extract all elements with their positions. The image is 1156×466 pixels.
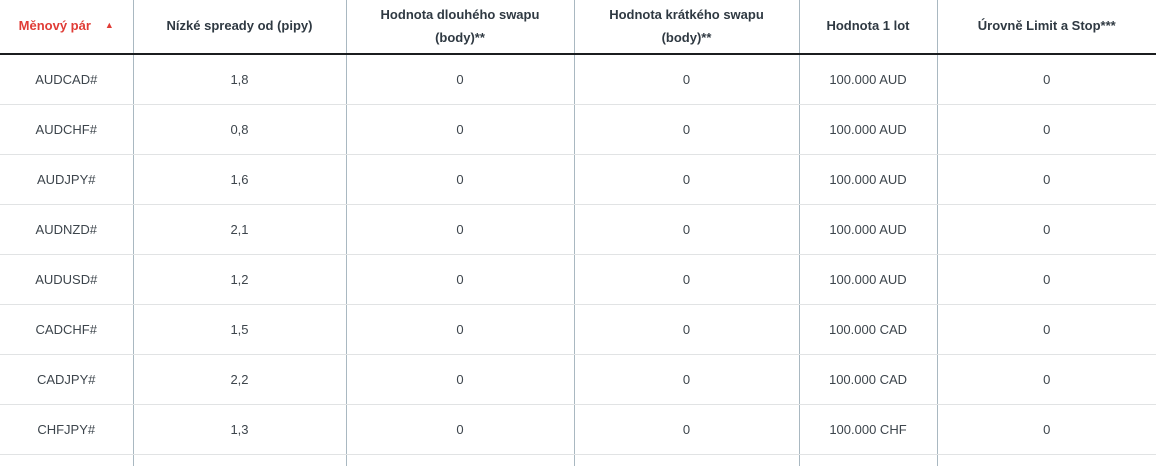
cell-limit-stop: 0 [937, 304, 1156, 355]
cell-limit-stop: 0 [937, 404, 1156, 455]
cell-short-swap: 0 [574, 54, 800, 105]
column-header-long-swap[interactable]: Hodnota dlouhého swapu (body)** [346, 0, 575, 55]
cell-lot-value: 100.000 AUD [799, 204, 938, 255]
cell-short-swap: 0 [574, 354, 800, 405]
cell-spread: 1,5 [133, 304, 347, 355]
column-header-limit-stop-label: Úrovně Limit a Stop*** [977, 18, 1116, 34]
table-row: CHFJPY# 1,3 0 0 100.000 CHF 0 [0, 404, 1156, 455]
cell-spread: 1,3 [133, 404, 347, 455]
table-row-partial [0, 454, 1156, 466]
cell-lot-value: 100.000 CAD [799, 354, 938, 405]
table-row: CADJPY# 2,2 0 0 100.000 CAD 0 [0, 354, 1156, 405]
cell-currency-pair: AUDUSD# [0, 254, 134, 305]
sort-asc-icon: ▲ [104, 20, 114, 30]
cell-currency-pair: AUDJPY# [0, 154, 134, 205]
cell-limit-stop: 0 [937, 354, 1156, 405]
table-row: AUDUSD# 1,2 0 0 100.000 AUD 0 [0, 254, 1156, 305]
cell-short-swap: 0 [574, 304, 800, 355]
cell-spread: 1,2 [133, 254, 347, 305]
column-header-spreads[interactable]: Nízké spready od (pipy) [133, 0, 347, 55]
cell-lot-value: 100.000 AUD [799, 154, 938, 205]
cell-spread: 2,2 [133, 354, 347, 405]
cell-lot-value: 100.000 AUD [799, 54, 938, 105]
cell-long-swap: 0 [346, 54, 575, 105]
cell-limit-stop: 0 [937, 254, 1156, 305]
cell-spread: 0,8 [133, 104, 347, 155]
column-header-limit-stop[interactable]: Úrovně Limit a Stop*** [937, 0, 1156, 55]
cell-limit-stop: 0 [937, 104, 1156, 155]
column-header-lot-value[interactable]: Hodnota 1 lot [799, 0, 938, 55]
column-header-lot-value-label: Hodnota 1 lot [826, 18, 910, 34]
cell-currency-pair: CADCHF# [0, 304, 134, 355]
table-row: CADCHF# 1,5 0 0 100.000 CAD 0 [0, 304, 1156, 355]
cell-currency-pair: AUDNZD# [0, 204, 134, 255]
cell-long-swap: 0 [346, 104, 575, 155]
cell-long-swap: 0 [346, 154, 575, 205]
cell-short-swap: 0 [574, 204, 800, 255]
cell-lot-value: 100.000 AUD [799, 254, 938, 305]
cell-spread: 2,1 [133, 204, 347, 255]
table-row: AUDCAD# 1,8 0 0 100.000 AUD 0 [0, 54, 1156, 105]
cell-short-swap: 0 [574, 404, 800, 455]
cell-long-swap: 0 [346, 254, 575, 305]
cell-limit-stop: 0 [937, 154, 1156, 205]
cell-long-swap: 0 [346, 304, 575, 355]
cell-long-swap: 0 [346, 204, 575, 255]
table-row: AUDNZD# 2,1 0 0 100.000 AUD 0 [0, 204, 1156, 255]
table-row: AUDCHF# 0,8 0 0 100.000 AUD 0 [0, 104, 1156, 155]
cell-short-swap: 0 [574, 104, 800, 155]
cell-currency-pair: CHFJPY# [0, 404, 134, 455]
table-header-row: Měnový pár ▲ Nízké spready od (pipy) Hod… [0, 0, 1156, 55]
cell-currency-pair: AUDCHF# [0, 104, 134, 155]
column-header-spreads-label: Nízké spready od (pipy) [166, 18, 313, 34]
cell-spread: 1,6 [133, 154, 347, 205]
table-row: AUDJPY# 1,6 0 0 100.000 AUD 0 [0, 154, 1156, 205]
cell-limit-stop: 0 [937, 54, 1156, 105]
cell-currency-pair: CADJPY# [0, 354, 134, 405]
cell-short-swap: 0 [574, 154, 800, 205]
column-header-short-swap-label: Hodnota krátkého swapu (body)** [609, 6, 764, 45]
cell-short-swap: 0 [574, 254, 800, 305]
cell-long-swap: 0 [346, 354, 575, 405]
cell-lot-value: 100.000 AUD [799, 104, 938, 155]
cell-lot-value: 100.000 CAD [799, 304, 938, 355]
column-header-currency-pair-label: Měnový pár [18, 18, 91, 34]
column-header-long-swap-label: Hodnota dlouhého swapu (body)** [380, 6, 540, 45]
cell-currency-pair: AUDCAD# [0, 54, 134, 105]
cell-spread: 1,8 [133, 54, 347, 105]
cell-long-swap: 0 [346, 404, 575, 455]
cell-lot-value: 100.000 CHF [799, 404, 938, 455]
column-header-currency-pair[interactable]: Měnový pár ▲ [0, 0, 134, 55]
column-header-short-swap[interactable]: Hodnota krátkého swapu (body)** [574, 0, 800, 55]
cell-limit-stop: 0 [937, 204, 1156, 255]
